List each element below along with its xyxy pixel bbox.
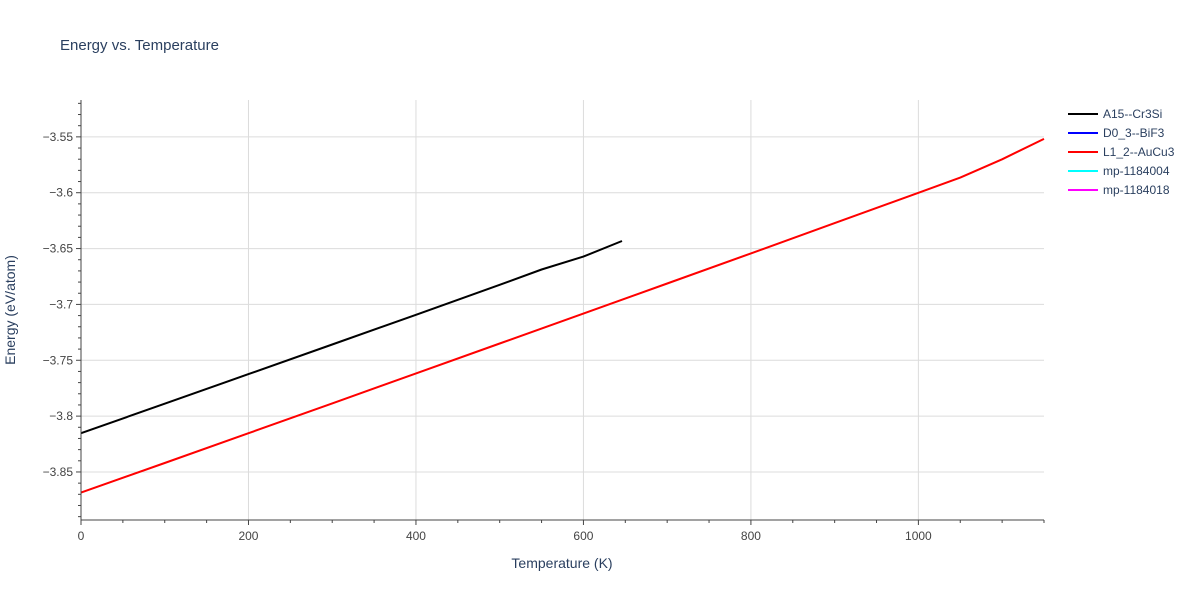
x-tick-label: 1000	[905, 529, 932, 543]
legend-label: mp-1184004	[1103, 164, 1170, 178]
y-tick-label: −3.85	[43, 465, 74, 479]
grid-layer	[81, 100, 1044, 520]
y-tick-label: −3.55	[43, 130, 74, 144]
legend: A15--Cr3Si D0_3--BiF3 L1_2--AuCu3 mp-118400…	[1068, 107, 1175, 197]
y-tick-label: −3.7	[49, 297, 73, 311]
y-tick-label: −3.6	[49, 186, 73, 200]
series-line-A15--Cr3Si	[80, 240, 623, 435]
legend-label: L1_2--AuCu3	[1103, 145, 1175, 159]
y-tick-label: −3.65	[43, 242, 74, 256]
legend-label: A15--Cr3Si	[1103, 107, 1162, 121]
x-tick-label: 200	[238, 529, 258, 543]
axis-layer: 0 200 400 600 800 1000 −3.85 −3.8 −3.75 −3.7 −3.65…	[43, 100, 1045, 543]
y-tick-label: −3.8	[49, 409, 73, 423]
x-tick-label: 400	[406, 529, 426, 543]
x-axis-title: Temperature (K)	[511, 555, 612, 571]
series-layer	[80, 138, 1045, 494]
x-tick-label: 800	[741, 529, 761, 543]
x-tick-label: 600	[573, 529, 593, 543]
chart-title: Energy vs. Temperature	[60, 37, 219, 54]
y-tick-label: −3.75	[43, 353, 74, 367]
series-line-L1_2--AuCu3	[80, 138, 1045, 494]
legend-label: D0_3--BiF3	[1103, 126, 1165, 140]
x-tick-label: 0	[78, 529, 85, 543]
y-axis-title: Energy (eV/atom)	[2, 255, 18, 365]
legend-label: mp-1184018	[1103, 183, 1170, 197]
